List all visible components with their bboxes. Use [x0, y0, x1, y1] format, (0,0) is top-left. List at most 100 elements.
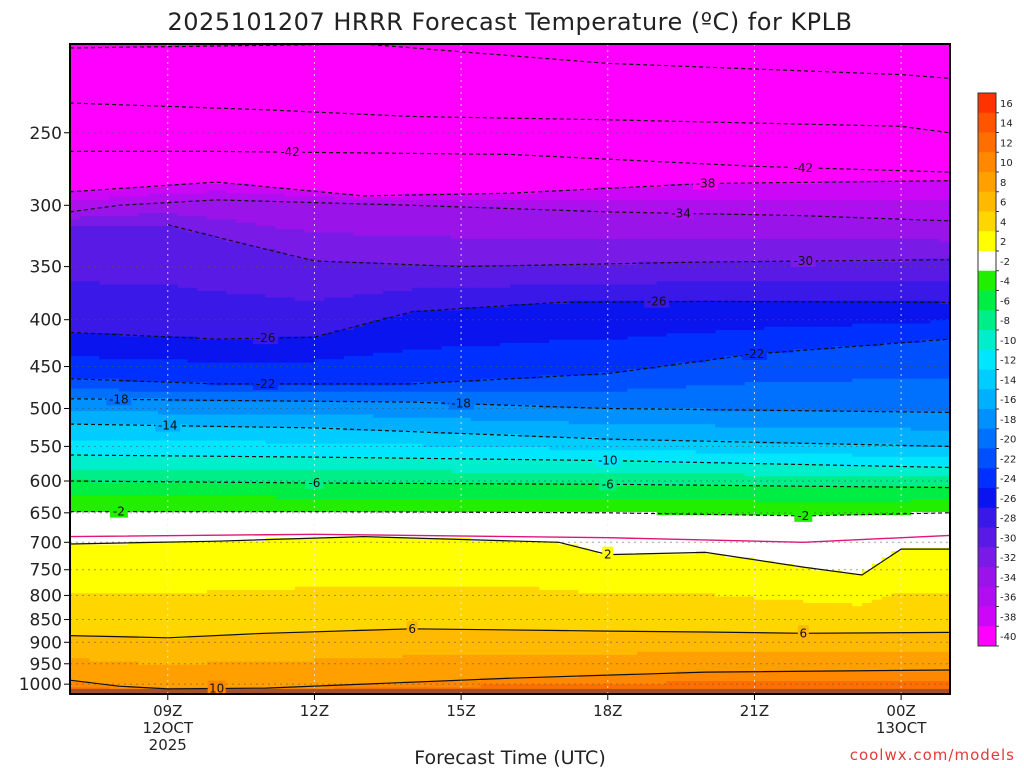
temperature-cell	[373, 456, 384, 471]
temperature-cell	[891, 343, 902, 380]
temperature-cell	[177, 414, 188, 425]
temperature-cell	[402, 44, 413, 195]
temperature-cell	[236, 635, 247, 663]
temperature-cell	[656, 440, 668, 451]
temperature-cell	[715, 427, 726, 442]
temperature-cell	[637, 408, 648, 425]
temperature-cell	[842, 671, 853, 682]
temperature-cell	[226, 541, 237, 591]
temperature-cell	[871, 239, 883, 263]
temperature-cell	[187, 635, 198, 666]
contour-line	[69, 533, 951, 544]
temperature-cell	[617, 473, 628, 487]
temperature-cell	[910, 300, 922, 325]
temperature-cell	[813, 443, 824, 455]
temperature-cell	[676, 44, 687, 185]
temperature-cell	[656, 261, 668, 282]
temperature-cell	[441, 469, 452, 484]
contour-label: -34	[671, 206, 691, 220]
temperature-cell	[588, 512, 599, 552]
temperature-cell	[461, 482, 472, 500]
temperature-cell	[431, 434, 443, 448]
temperature-cell	[128, 424, 140, 442]
temperature-cell	[314, 499, 325, 513]
temperature-cell	[852, 411, 863, 429]
temperature-cell	[500, 499, 511, 513]
temperature-cell	[89, 469, 100, 484]
temperature-cell	[940, 200, 951, 221]
temperature-cell	[881, 343, 892, 380]
temperature-cell	[774, 300, 785, 328]
temperature-cell	[353, 200, 364, 204]
temperature-cell	[343, 443, 355, 458]
temperature-cell	[109, 378, 120, 390]
temperature-cell	[480, 206, 492, 240]
temperature-cell	[695, 515, 707, 552]
temperature-cell	[862, 281, 873, 302]
temperature-cell	[490, 541, 501, 588]
temperature-cell	[216, 385, 228, 393]
temperature-cell	[441, 44, 452, 195]
x-tick-label: 13OCT	[876, 719, 927, 737]
temperature-cell	[774, 427, 785, 445]
temperature-cell	[930, 239, 941, 260]
temperature-cell	[519, 343, 531, 380]
temperature-cell	[314, 632, 325, 659]
temperature-cell	[353, 235, 364, 263]
temperature-cell	[813, 261, 824, 282]
temperature-cell	[578, 674, 589, 685]
temperature-cell	[519, 284, 531, 305]
contour-label: -18	[109, 392, 129, 406]
temperature-cell	[197, 291, 208, 341]
temperature-cell	[783, 300, 795, 328]
temperature-cell	[793, 567, 804, 601]
chart-title: 2025101207 HRRR Forecast Temperature (ºC…	[168, 8, 853, 36]
temperature-cell	[637, 499, 648, 513]
x-tick-label: 12OCT	[143, 719, 194, 737]
temperature-cell	[637, 450, 648, 461]
temperature-cell	[813, 453, 824, 464]
temperature-cell	[158, 398, 169, 416]
temperature-cell	[461, 434, 472, 448]
temperature-cell	[148, 398, 159, 412]
temperature-cell	[891, 651, 902, 672]
temperature-cell	[627, 499, 638, 513]
temperature-cell	[646, 213, 658, 240]
temperature-cell	[343, 684, 355, 689]
temperature-cell	[118, 44, 130, 188]
temperature-cell	[285, 661, 296, 689]
temperature-cell	[637, 284, 648, 302]
temperature-cell	[539, 677, 550, 685]
temperature-cell	[353, 684, 364, 689]
temperature-cell	[637, 674, 648, 685]
temperature-cell	[529, 284, 540, 305]
temperature-cell	[539, 375, 550, 393]
temperature-cell	[70, 440, 81, 455]
temperature-cell	[617, 339, 628, 373]
ground-surface	[70, 688, 950, 694]
temperature-cell	[148, 424, 159, 442]
temperature-cell	[666, 281, 677, 302]
temperature-cell	[549, 629, 560, 656]
temperature-cell	[392, 385, 404, 393]
temperature-cell	[373, 401, 384, 419]
temperature-cell	[754, 560, 765, 601]
temperature-cell	[627, 44, 638, 188]
temperature-cell	[392, 456, 404, 471]
temperature-cell	[774, 200, 785, 217]
temperature-cell	[412, 512, 423, 539]
temperature-cell	[99, 398, 110, 412]
temperature-cell	[656, 200, 668, 214]
temperature-cell	[607, 684, 619, 692]
temperature-cell	[431, 287, 443, 312]
temperature-cell	[255, 391, 267, 403]
temperature-cell	[852, 486, 863, 503]
colorbar-swatch	[978, 409, 996, 430]
temperature-cell	[148, 593, 159, 640]
temperature-cell	[246, 495, 257, 513]
temperature-cell	[167, 44, 179, 185]
temperature-cell	[803, 200, 814, 217]
temperature-cell	[246, 391, 257, 403]
temperature-cell	[793, 183, 804, 201]
temperature-cell	[265, 187, 276, 195]
